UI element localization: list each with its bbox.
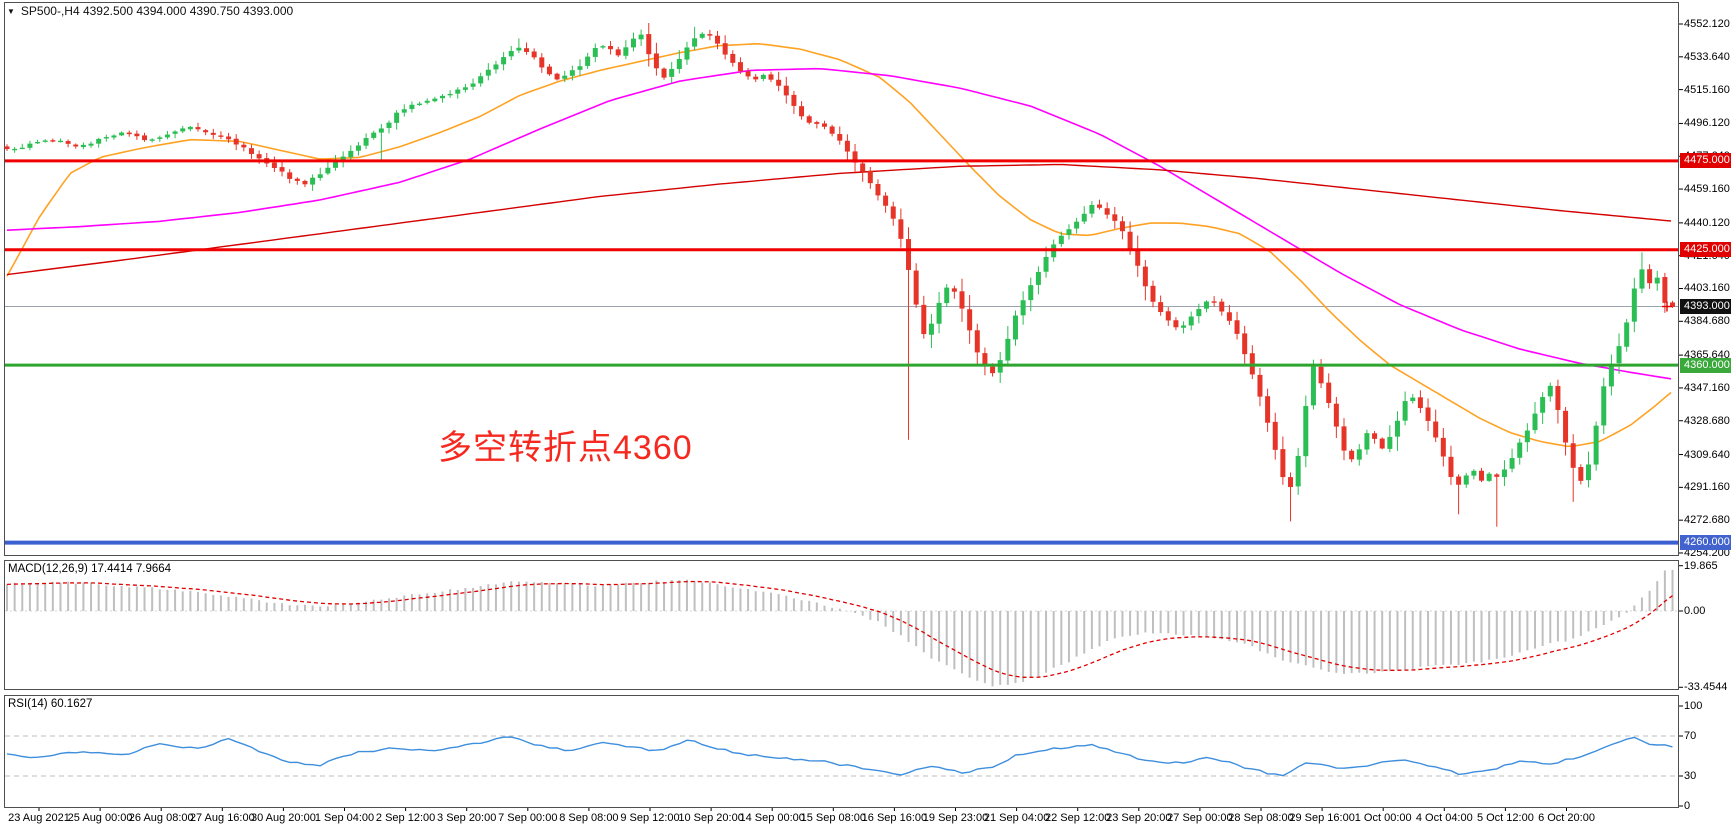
price-axis-label: 4309.640 [1684,448,1730,461]
price-axis-label: 4552.120 [1684,18,1730,30]
rsi-line [6,736,1673,777]
time-axis-label[interactable]: 8 Sep 08:00 [559,812,619,824]
time-axis-label[interactable]: 10 Sep 20:00 [678,812,744,824]
price-axis-label: 4403.160 [1684,282,1730,295]
macd-axis-label: 0.00 [1684,605,1706,617]
time-axis-label[interactable]: 30 Aug 20:00 [250,812,316,824]
rsi-panel[interactable] [4,695,1679,808]
time-axis-label[interactable]: 21 Sep 04:00 [983,812,1050,824]
time-axis-label[interactable]: 1 Oct 00:00 [1354,812,1412,824]
current-price-badge: 4393.000 [1680,299,1731,315]
main-chart-layer [5,42,1678,448]
price-axis-label: 4440.120 [1684,216,1730,229]
symbol-ohlc-text: SP500-,H4 4392.500 4394.000 4390.750 439… [20,4,294,18]
macd-signal-line [6,580,1673,678]
time-axis-label[interactable]: 22 Sep 12:00 [1044,812,1111,824]
price-axis-label: 4328.680 [1684,414,1730,427]
time-axis-label[interactable]: 23 Aug 2021 [8,812,70,824]
time-axis-label[interactable]: 15 Sep 08:00 [800,812,867,824]
time-axis-label[interactable]: 4 Oct 04:00 [1415,812,1473,824]
time-axis-label[interactable]: 19 Sep 23:00 [922,812,989,824]
ma-slow-red [6,163,1672,276]
macd-panel[interactable] [4,560,1679,690]
time-axis-label[interactable]: 26 Aug 08:00 [128,812,194,824]
ma-fast-orange [6,42,1672,448]
main-price-panel[interactable] [4,2,1679,556]
rsi-indicator-label: RSI(14) 60.1627 [8,698,93,710]
time-axis-label[interactable]: 3 Sep 20:00 [437,812,497,824]
price-level-badge: 4360.000 [1680,357,1731,373]
rsi-axis-label: 70 [1684,730,1697,742]
time-axis-label[interactable]: 29 Sep 16:00 [1289,812,1355,824]
price-axis-label: 4384.680 [1684,315,1730,328]
price-axis-label: 4459.160 [1684,183,1730,196]
last-price-marker [1662,301,1672,312]
time-axis-label[interactable]: 5 Oct 12:00 [1476,812,1534,824]
time-axis-label[interactable]: 16 Sep 16:00 [861,812,928,824]
price-axis-label: 4515.160 [1684,83,1730,96]
price-level-badge: 4425.000 [1680,242,1731,258]
time-axis-label[interactable]: 2 Sep 12:00 [375,812,436,824]
candles-layer [4,22,1676,527]
price-axis-label: 4347.160 [1684,381,1730,394]
rsi-layer [5,735,1678,777]
annotation-text: 多空转折点4360 [438,429,693,467]
time-axis-label[interactable]: 28 Sep 08:00 [1228,812,1294,824]
time-axis-label[interactable]: 25 Aug 00:00 [67,812,133,824]
time-axis-label[interactable]: 27 Sep 00:00 [1167,812,1233,824]
ma-mid-magenta [6,67,1672,380]
price-level-badge: 4475.000 [1680,153,1731,169]
macd-axis-label: 19.865 [1684,559,1718,572]
chart-dropdown-icon[interactable]: ▼ [7,7,15,16]
macd-indicator-label: MACD(12,26,9) 17.4414 7.9664 [8,563,172,575]
time-axis-label[interactable]: 14 Sep 00:00 [739,812,805,824]
price-axis-label: 4533.640 [1684,50,1730,63]
time-axis-label[interactable]: 7 Sep 00:00 [498,812,558,824]
rsi-axis-label: 30 [1684,770,1697,782]
time-axis-label[interactable]: 1 Sep 04:00 [314,812,375,824]
price-axis-label: 4496.120 [1684,117,1730,130]
price-axis-label: 4272.680 [1684,514,1730,527]
price-axis-label: 4291.160 [1684,481,1730,494]
rsi-axis-label: 100 [1684,700,1703,712]
time-axis-label[interactable]: 6 Oct 20:00 [1538,812,1595,824]
price-level-badge: 4260.000 [1680,535,1731,551]
symbol-ohlc-header: ▼ SP500-,H4 4392.500 4394.000 4390.750 43… [7,4,293,18]
time-axis-label[interactable]: 9 Sep 12:00 [620,812,680,824]
hlines-layer [5,159,1678,545]
rsi-axis-label: 0 [1684,800,1691,812]
macd-layer [5,569,1678,687]
macd-axis-label: -33.4544 [1684,681,1728,694]
time-axis-label[interactable]: 27 Aug 16:00 [189,812,255,824]
time-axis-label[interactable]: 23 Sep 20:00 [1106,812,1172,824]
